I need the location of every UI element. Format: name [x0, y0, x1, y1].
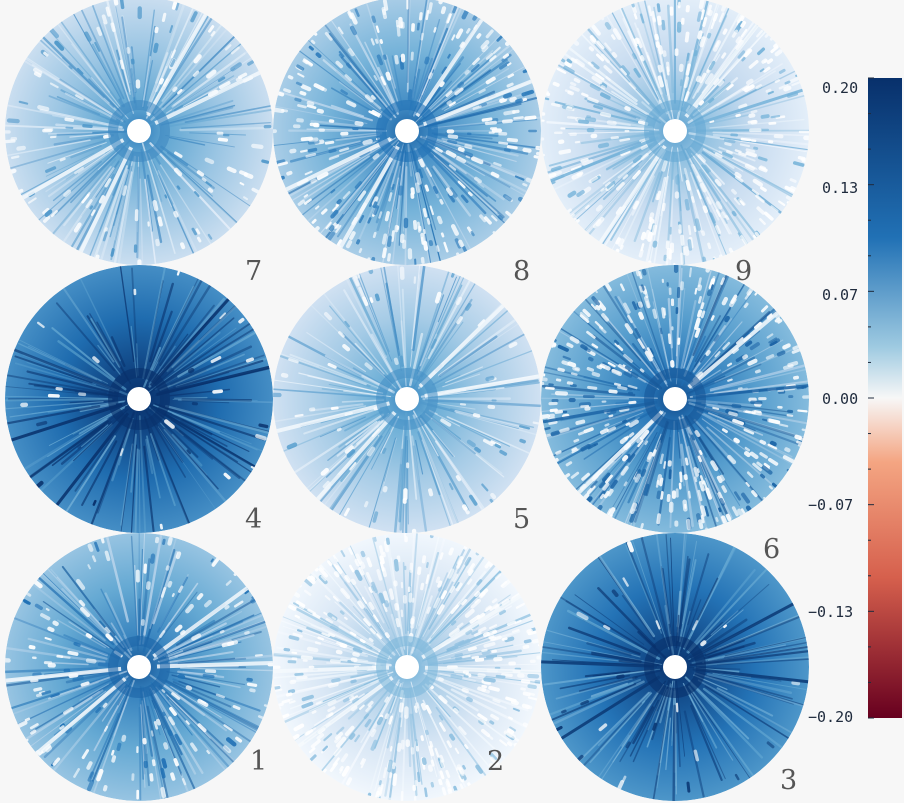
module-seam — [276, 401, 391, 434]
beam-stop-hole — [127, 119, 151, 143]
module-seam — [418, 304, 505, 388]
module-seam — [424, 374, 540, 398]
beam-stop-hole — [395, 655, 419, 679]
module-seam — [297, 676, 394, 748]
module-seam — [10, 403, 123, 442]
module-seam — [542, 400, 658, 424]
module-seam — [424, 665, 541, 675]
module-seam — [687, 311, 779, 389]
module-seam — [146, 13, 208, 117]
module-seam — [156, 365, 270, 397]
module-seam — [421, 594, 522, 660]
panel-3 — [541, 533, 809, 801]
module-seam — [154, 70, 261, 125]
colorbar: 0.20 0.13 0.07 0.00 −0.07 −0.13 −0.20 — [808, 77, 902, 726]
beam-stop-hole — [663, 119, 687, 143]
module-seam — [35, 677, 127, 756]
module-seam — [149, 298, 230, 387]
beam-stop-hole — [395, 387, 419, 411]
beam-stop-hole — [663, 655, 687, 679]
panel-5 — [273, 265, 541, 533]
colorbar-tick-label: −0.07 — [808, 496, 853, 514]
module-seam — [577, 410, 664, 494]
panel-label-3: 3 — [780, 765, 797, 796]
module-seam — [692, 384, 809, 399]
module-seam — [690, 602, 794, 660]
module-seam — [5, 666, 122, 683]
module-seam — [598, 144, 667, 244]
beam-stop-hole — [127, 655, 151, 679]
panel-6 — [541, 265, 809, 533]
module-seam — [156, 660, 273, 669]
panel-8 — [273, 0, 541, 265]
module-seam — [422, 79, 533, 127]
module-seam — [152, 586, 249, 659]
panel-label-8: 8 — [513, 256, 530, 287]
panel-label-5: 5 — [513, 504, 530, 535]
module-seam — [338, 145, 400, 249]
module-seam — [273, 665, 390, 674]
module-seam — [21, 138, 125, 200]
module-seam — [692, 667, 809, 684]
panel-label-1: 1 — [250, 746, 267, 777]
module-seam — [285, 137, 392, 192]
module-seam — [55, 412, 130, 506]
colorbar-tick-label: −0.13 — [808, 603, 853, 621]
colorbar-tick-label: 0.00 — [822, 390, 858, 408]
module-seam — [415, 18, 484, 118]
beam-stop-hole — [127, 387, 151, 411]
panel-7 — [5, 0, 273, 265]
beam-stop-hole — [395, 119, 419, 143]
module-seam — [684, 23, 759, 119]
module-seam — [691, 88, 804, 127]
colorbar-tick-label: 0.13 — [822, 179, 858, 197]
colorbar-minor-ticks — [868, 113, 871, 683]
beam-stop-hole — [663, 387, 687, 411]
panel-label-6: 6 — [763, 534, 780, 565]
module-seam — [541, 660, 658, 668]
module-seam — [79, 146, 133, 253]
panel-9 — [541, 0, 809, 265]
panel-2 — [273, 533, 541, 801]
module-seam — [560, 675, 661, 740]
panel-label-4: 4 — [245, 504, 262, 535]
colorbar-tick-label: −0.20 — [808, 708, 853, 726]
colorbar-ticks — [868, 77, 874, 719]
module-seam — [550, 136, 659, 183]
panel-label-7: 7 — [245, 256, 262, 287]
module-seam — [316, 411, 397, 501]
colorbar-tick-label: 0.07 — [822, 286, 858, 304]
panel-label-2: 2 — [487, 746, 504, 777]
colorbar-tick-label: 0.20 — [822, 79, 858, 97]
panel-label-9: 9 — [735, 256, 752, 287]
